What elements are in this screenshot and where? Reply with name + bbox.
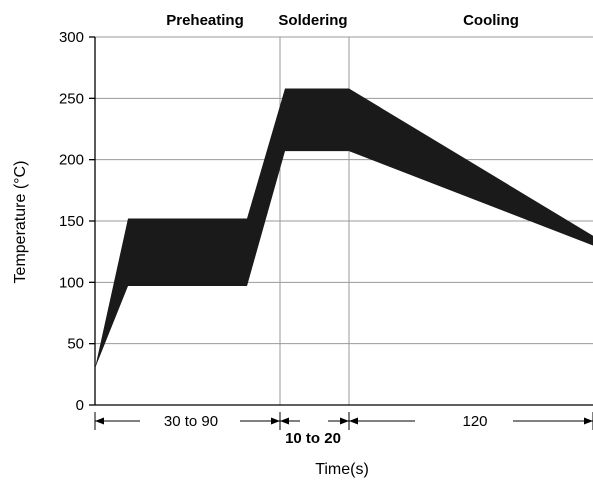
duration-label-preheating: 30 to 90 — [164, 413, 218, 430]
duration-markers — [94, 412, 593, 430]
phase-label-cooling: Cooling — [463, 12, 519, 29]
duration-label-soldering: 10 to 20 — [285, 430, 341, 447]
y-tick-labels: 0 50 100 150 200 250 300 — [59, 29, 84, 414]
y-tick-label-0: 0 — [76, 397, 84, 414]
duration-label-cooling: 120 — [462, 413, 487, 430]
duration-arrow-preheat-left-head — [95, 417, 104, 425]
axes — [89, 36, 593, 406]
y-tick-label-50: 50 — [67, 336, 84, 353]
x-axis-label: Time(s) — [315, 461, 369, 478]
duration-arrow-preheat-right-head — [271, 417, 280, 425]
y-tick-label-300: 300 — [59, 29, 84, 46]
phase-label-soldering: Soldering — [278, 12, 347, 29]
y-tick-label-250: 250 — [59, 90, 84, 107]
duration-arrow-solder-left-head — [280, 417, 289, 425]
phase-label-preheating: Preheating — [166, 12, 244, 29]
temperature-band — [95, 88, 593, 369]
duration-arrow-solder-right-head — [340, 417, 349, 425]
duration-arrow-cool-right-head — [584, 417, 593, 425]
duration-arrow-cool-left-head — [349, 417, 358, 425]
y-axis-label: Temperature (°C) — [12, 161, 29, 284]
y-tick-label-150: 150 — [59, 213, 84, 230]
y-tick-label-100: 100 — [59, 274, 84, 291]
y-tick-label-200: 200 — [59, 152, 84, 169]
